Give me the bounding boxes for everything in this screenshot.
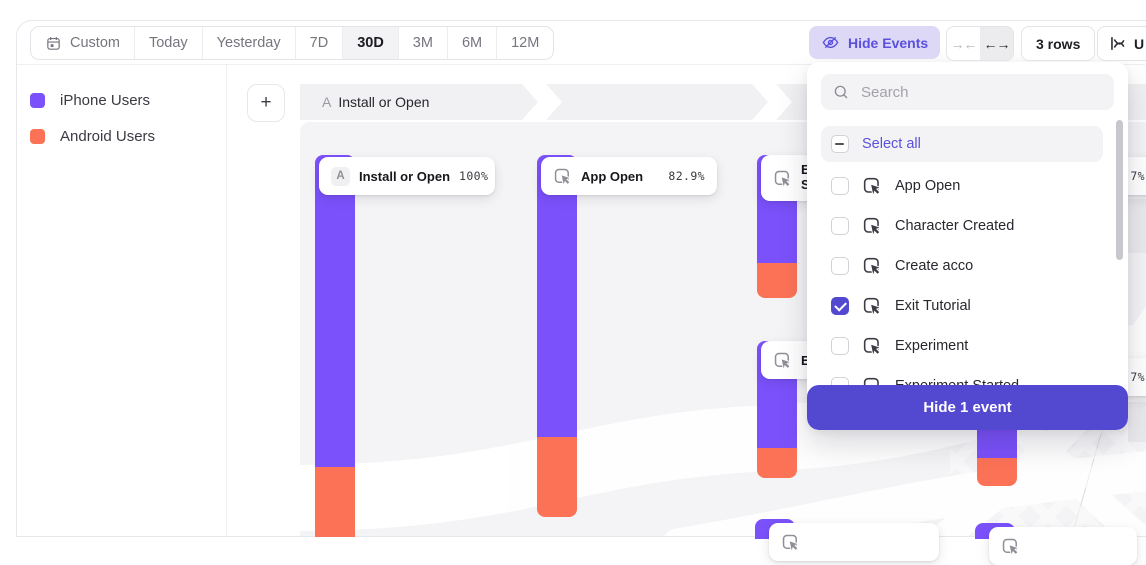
select-all-label: Select all [862, 136, 921, 152]
bar-install-android[interactable] [315, 467, 355, 537]
legend-label: Android Users [60, 128, 156, 145]
event-icon [553, 167, 572, 186]
date-range-3m[interactable]: 3M [399, 27, 448, 59]
event-option-create-acco[interactable]: Create acco [821, 246, 1114, 286]
bar-fragment-row2 [1128, 402, 1146, 442]
bar-fragment-row1 [1128, 199, 1146, 253]
event-checkbox[interactable] [831, 337, 849, 355]
users-button-label: U [1134, 35, 1145, 52]
step-value: 82.9% [668, 169, 705, 183]
rows-button[interactable]: 3 rows [1021, 26, 1096, 61]
search-input[interactable] [859, 82, 1103, 102]
event-option-label: Experiment [895, 338, 969, 354]
date-range-today[interactable]: Today [135, 27, 203, 59]
event-option-label: Character Created [895, 218, 1015, 234]
event-option-character-created[interactable]: Character Created [821, 206, 1114, 246]
eye-off-icon [821, 33, 840, 52]
toolbar-divider [17, 64, 1145, 65]
event-icon [862, 176, 882, 196]
event-icon [773, 351, 792, 370]
event-checkbox[interactable] [831, 177, 849, 195]
event-icon [1001, 537, 1020, 556]
hide-events-button[interactable]: Hide Events [809, 26, 941, 59]
date-range-custom[interactable]: Custom [31, 27, 135, 59]
event-option-experiment[interactable]: Experiment [821, 326, 1114, 366]
date-range-6m[interactable]: 6M [448, 27, 498, 59]
search-icon [834, 85, 848, 99]
event-option-label: Exit Tutorial [895, 298, 971, 314]
step-letter-badge: A [322, 94, 332, 110]
event-checkbox[interactable] [831, 217, 849, 235]
event-option-label: Create acco [895, 258, 974, 274]
step-card-install-or-open[interactable]: A Install or Open 100% [319, 157, 495, 195]
date-range-7d[interactable]: 7D [296, 27, 344, 59]
date-range-yesterday[interactable]: Yesterday [203, 27, 296, 59]
event-icon [862, 296, 882, 316]
expand-columns-button[interactable]: ←→ [980, 27, 1013, 60]
event-icon [862, 216, 882, 236]
funnel-step-header-1[interactable]: A Install or Open [300, 84, 538, 120]
step-a-badge: A [331, 166, 350, 186]
hide-event-button[interactable]: Hide 1 event [807, 385, 1128, 430]
collapse-columns-button[interactable]: →← [950, 35, 978, 52]
step-card-app-open[interactable]: App Open 82.9% [541, 157, 717, 195]
event-search-box[interactable] [821, 74, 1114, 110]
event-icon [773, 169, 792, 188]
breakdown-legend: iPhone Users Android Users [30, 92, 155, 164]
event-checkbox[interactable] [831, 297, 849, 315]
event-option-label: App Open [895, 178, 961, 194]
legend-swatch [30, 93, 45, 108]
bar-step5-android[interactable] [757, 448, 797, 478]
event-icon [862, 336, 882, 356]
hide-events-dropdown: Select all App Open Character Created Crea… [807, 62, 1128, 430]
bar-appopen-android[interactable] [537, 437, 577, 517]
conversion-chart-icon [1111, 37, 1125, 50]
event-option-app-open[interactable]: App Open [821, 166, 1114, 206]
event-list-scrollbar[interactable] [1116, 120, 1123, 260]
step-label: Install or Open [359, 168, 451, 184]
select-all-checkbox[interactable] [831, 135, 849, 153]
hide-events-label: Hide Events [848, 34, 929, 51]
event-icon [781, 533, 800, 552]
step-header-label: Install or Open [338, 94, 430, 110]
event-list: App Open Character Created Create acco Exit… [821, 166, 1114, 406]
legend-label: iPhone Users [60, 92, 151, 109]
bar-step3-android[interactable] [757, 263, 797, 298]
step-card-7[interactable] [769, 523, 939, 561]
date-range-30d[interactable]: 30D [343, 27, 399, 59]
legend-item[interactable]: Android Users [30, 128, 155, 145]
step-label: App Open [581, 168, 644, 184]
legend-swatch [30, 129, 45, 144]
legend-item[interactable]: iPhone Users [30, 92, 155, 109]
users-chart-button[interactable]: U [1097, 26, 1146, 61]
event-icon [862, 256, 882, 276]
select-all-row[interactable]: Select all [821, 126, 1103, 162]
bar-install-iphone[interactable] [315, 155, 355, 467]
add-step-button[interactable]: + [247, 84, 285, 122]
funnel-step-header-2[interactable] [546, 84, 768, 120]
calendar-icon [47, 36, 60, 50]
bar-step6-android[interactable] [977, 458, 1017, 486]
step-value: 100% [459, 169, 489, 183]
date-range-control[interactable]: Custom Today Yesterday 7D 30D 3M 6M 12M [30, 26, 555, 60]
event-checkbox[interactable] [831, 257, 849, 275]
bar-appopen-iphone[interactable] [537, 155, 577, 437]
date-range-12m[interactable]: 12M [511, 35, 540, 51]
column-width-control[interactable]: →← ←→ [946, 26, 1014, 61]
step-card-8[interactable] [989, 527, 1137, 565]
event-option-exit-tutorial[interactable]: Exit Tutorial [821, 286, 1114, 326]
legend-divider [226, 65, 227, 536]
